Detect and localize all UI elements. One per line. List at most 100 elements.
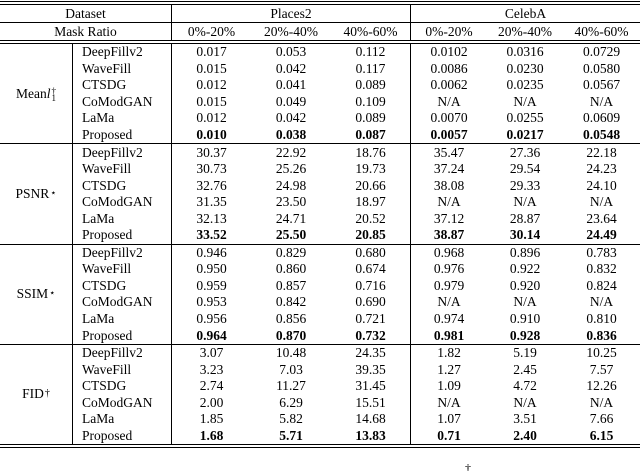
block-divider-rule — [0, 343, 640, 345]
method-name-cell: CoModGAN — [82, 394, 153, 410]
metric-value-cell: 24.98 — [275, 177, 307, 193]
ratio-header-cell: 20%-40% — [264, 23, 318, 39]
table-row: DeepFillv2 0.946 0.829 0.680 0.968 0.896 0.783 — [73, 244, 640, 262]
metric-value-cell: N/A — [513, 394, 537, 410]
ratio-header-cell: 20%-40% — [498, 23, 552, 39]
method-name-cell: Proposed — [82, 127, 133, 142]
metric-value-cell: N/A — [589, 93, 614, 109]
table-row: LaMa 0.956 0.856 0.721 0.974 0.910 0.810 — [73, 310, 640, 328]
metric-value-cell: N/A — [513, 194, 537, 210]
metric-value-cell: 24.49 — [586, 227, 617, 243]
table-row: CoModGAN 0.953 0.842 0.690 N/A N/A N/A — [73, 294, 640, 311]
table-row: WaveFill 30.73 25.26 19.73 37.24 29.54 24.23 — [73, 160, 640, 178]
metric-value-cell: 0.922 — [509, 261, 541, 277]
metric-value-cell: 2.00 — [171, 394, 251, 412]
metric-value-cell: 0.836 — [586, 327, 617, 343]
method-name-cell: CTSDG — [82, 77, 127, 93]
metric-value-cell: 0.015 — [171, 60, 251, 78]
metric-value-cell: 24.71 — [275, 210, 307, 226]
metric-value-cell: 31.45 — [355, 378, 386, 394]
metric-value-cell: 30.37 — [171, 144, 251, 161]
metric-value-cell: 1.68 — [171, 427, 251, 445]
metric-value-cell: 0.109 — [355, 93, 386, 109]
metric-value-cell: 0.974 — [410, 310, 487, 328]
metric-value-cell: 0.674 — [355, 261, 386, 277]
metric-value-cell: 0.0548 — [582, 127, 621, 142]
metric-value-cell: 38.08 — [410, 177, 487, 194]
metric-value-cell: 7.03 — [279, 361, 303, 377]
metric-value-cell: 0.910 — [509, 311, 541, 327]
ratio-header-cell: 0%-20% — [171, 23, 251, 40]
metric-value-cell: 2.45 — [513, 361, 537, 377]
metric-value-cell: 19.73 — [355, 161, 386, 177]
metric-value-cell: 0.089 — [355, 110, 386, 126]
metric-label-base: FID — [22, 386, 44, 402]
ratio-header-cell: 40%-60% — [574, 23, 629, 39]
metric-value-cell: 0.71 — [410, 427, 487, 445]
table-row: Proposed 33.52 25.50 20.85 38.87 30.14 24.49 — [73, 227, 640, 244]
method-name-cell: DeepFillv2 — [82, 144, 143, 160]
metric-value-cell: 3.51 — [513, 411, 537, 427]
metric-value-cell: 37.12 — [410, 210, 487, 228]
metric-value-cell: 38.87 — [410, 227, 487, 244]
method-name-cell: Proposed — [82, 427, 133, 443]
metric-value-cell: 30.73 — [171, 160, 251, 178]
metric-value-cell: 0.976 — [410, 261, 487, 278]
metric-value-cell: 0.690 — [355, 294, 386, 310]
metric-value-cell: 0.0070 — [410, 110, 487, 127]
metric-value-cell: N/A — [410, 193, 487, 211]
table-row: WaveFill 0.015 0.042 0.117 0.0086 0.0230 0.058… — [73, 60, 640, 78]
metric-value-cell: 0.680 — [355, 244, 386, 260]
metric-value-cell: 18.97 — [355, 194, 386, 210]
metric-label: PSNR ⋆ — [15, 185, 57, 201]
metric-value-cell: 0.038 — [275, 127, 307, 142]
metric-value-cell: 0.956 — [171, 310, 251, 328]
table-row: LaMa 0.012 0.042 0.089 0.0070 0.0255 0.0609 — [73, 110, 640, 127]
places2-header-cell: Places2 — [171, 5, 410, 22]
metric-value-cell: 24.10 — [586, 177, 617, 193]
metric-value-cell: 0.870 — [275, 327, 307, 343]
metric-value-cell: 0.0217 — [506, 127, 544, 142]
metric-value-cell: 0.953 — [171, 294, 251, 311]
metric-value-cell: 0.0609 — [582, 110, 621, 126]
metric-rows: DeepFillv2 3.07 10.48 24.35 1.82 5.19 10.25 Wav… — [72, 344, 640, 445]
header-bottom-rule — [0, 40, 640, 44]
metric-supsub: † 1 — [52, 86, 57, 102]
metric-value-cell: 0.0729 — [582, 44, 621, 60]
metric-value-cell: 0.017 — [171, 44, 251, 61]
metric-value-cell: 20.52 — [355, 210, 386, 226]
metric-value-cell: 0.0062 — [410, 77, 487, 94]
metric-value-cell: 0.117 — [355, 60, 386, 76]
metric-value-cell: 39.35 — [355, 361, 386, 377]
method-name-cell: DeepFillv2 — [82, 345, 143, 361]
block-divider-rule — [0, 143, 640, 145]
method-name-cell: CTSDG — [82, 177, 127, 193]
table-row: CTSDG 0.012 0.041 0.089 0.0062 0.0235 0.0567 — [73, 77, 640, 94]
metric-value-cell: 0.860 — [275, 261, 307, 277]
metric-value-cell: 24.35 — [355, 345, 386, 361]
metric-value-cell: 0.968 — [410, 244, 487, 262]
block-divider-rule — [0, 243, 640, 245]
metric-value-cell: 12.26 — [586, 378, 617, 394]
metric-value-cell: 0.089 — [355, 77, 386, 93]
metric-value-cell: 0.087 — [355, 127, 386, 142]
metric-value-cell: 2.40 — [513, 427, 537, 443]
metric-value-cell: 0.783 — [586, 244, 617, 260]
metric-value-cell: 0.0230 — [506, 60, 544, 76]
ratio-header-cell: 40%-60% — [343, 23, 398, 39]
method-name-cell: LaMa — [82, 210, 115, 226]
metric-value-cell: 5.82 — [279, 411, 303, 427]
metric-rows: DeepFillv2 30.37 22.92 18.76 35.47 27.36 22.18… — [72, 144, 640, 244]
metric-block: Mean l † 1 DeepFillv2 0.017 0.053 0.112 0.0102 0… — [0, 44, 640, 144]
table-row: Proposed 1.68 5.71 13.83 0.71 2.40 6.15 — [73, 427, 640, 445]
metric-value-cell: 0.0102 — [410, 44, 487, 61]
metric-label: SSIM ⋆ — [16, 286, 56, 302]
metric-value-cell: N/A — [410, 93, 487, 111]
metric-value-cell: 0.112 — [355, 44, 386, 60]
method-name-cell: WaveFill — [82, 161, 132, 177]
caption-fragment: † — [465, 462, 471, 471]
metric-value-cell: 7.66 — [589, 411, 614, 427]
dataset-header-row: Dataset Places2 CelebA — [0, 5, 640, 22]
metric-value-cell: 1.82 — [410, 344, 487, 362]
metric-value-cell: 0.857 — [275, 277, 307, 293]
